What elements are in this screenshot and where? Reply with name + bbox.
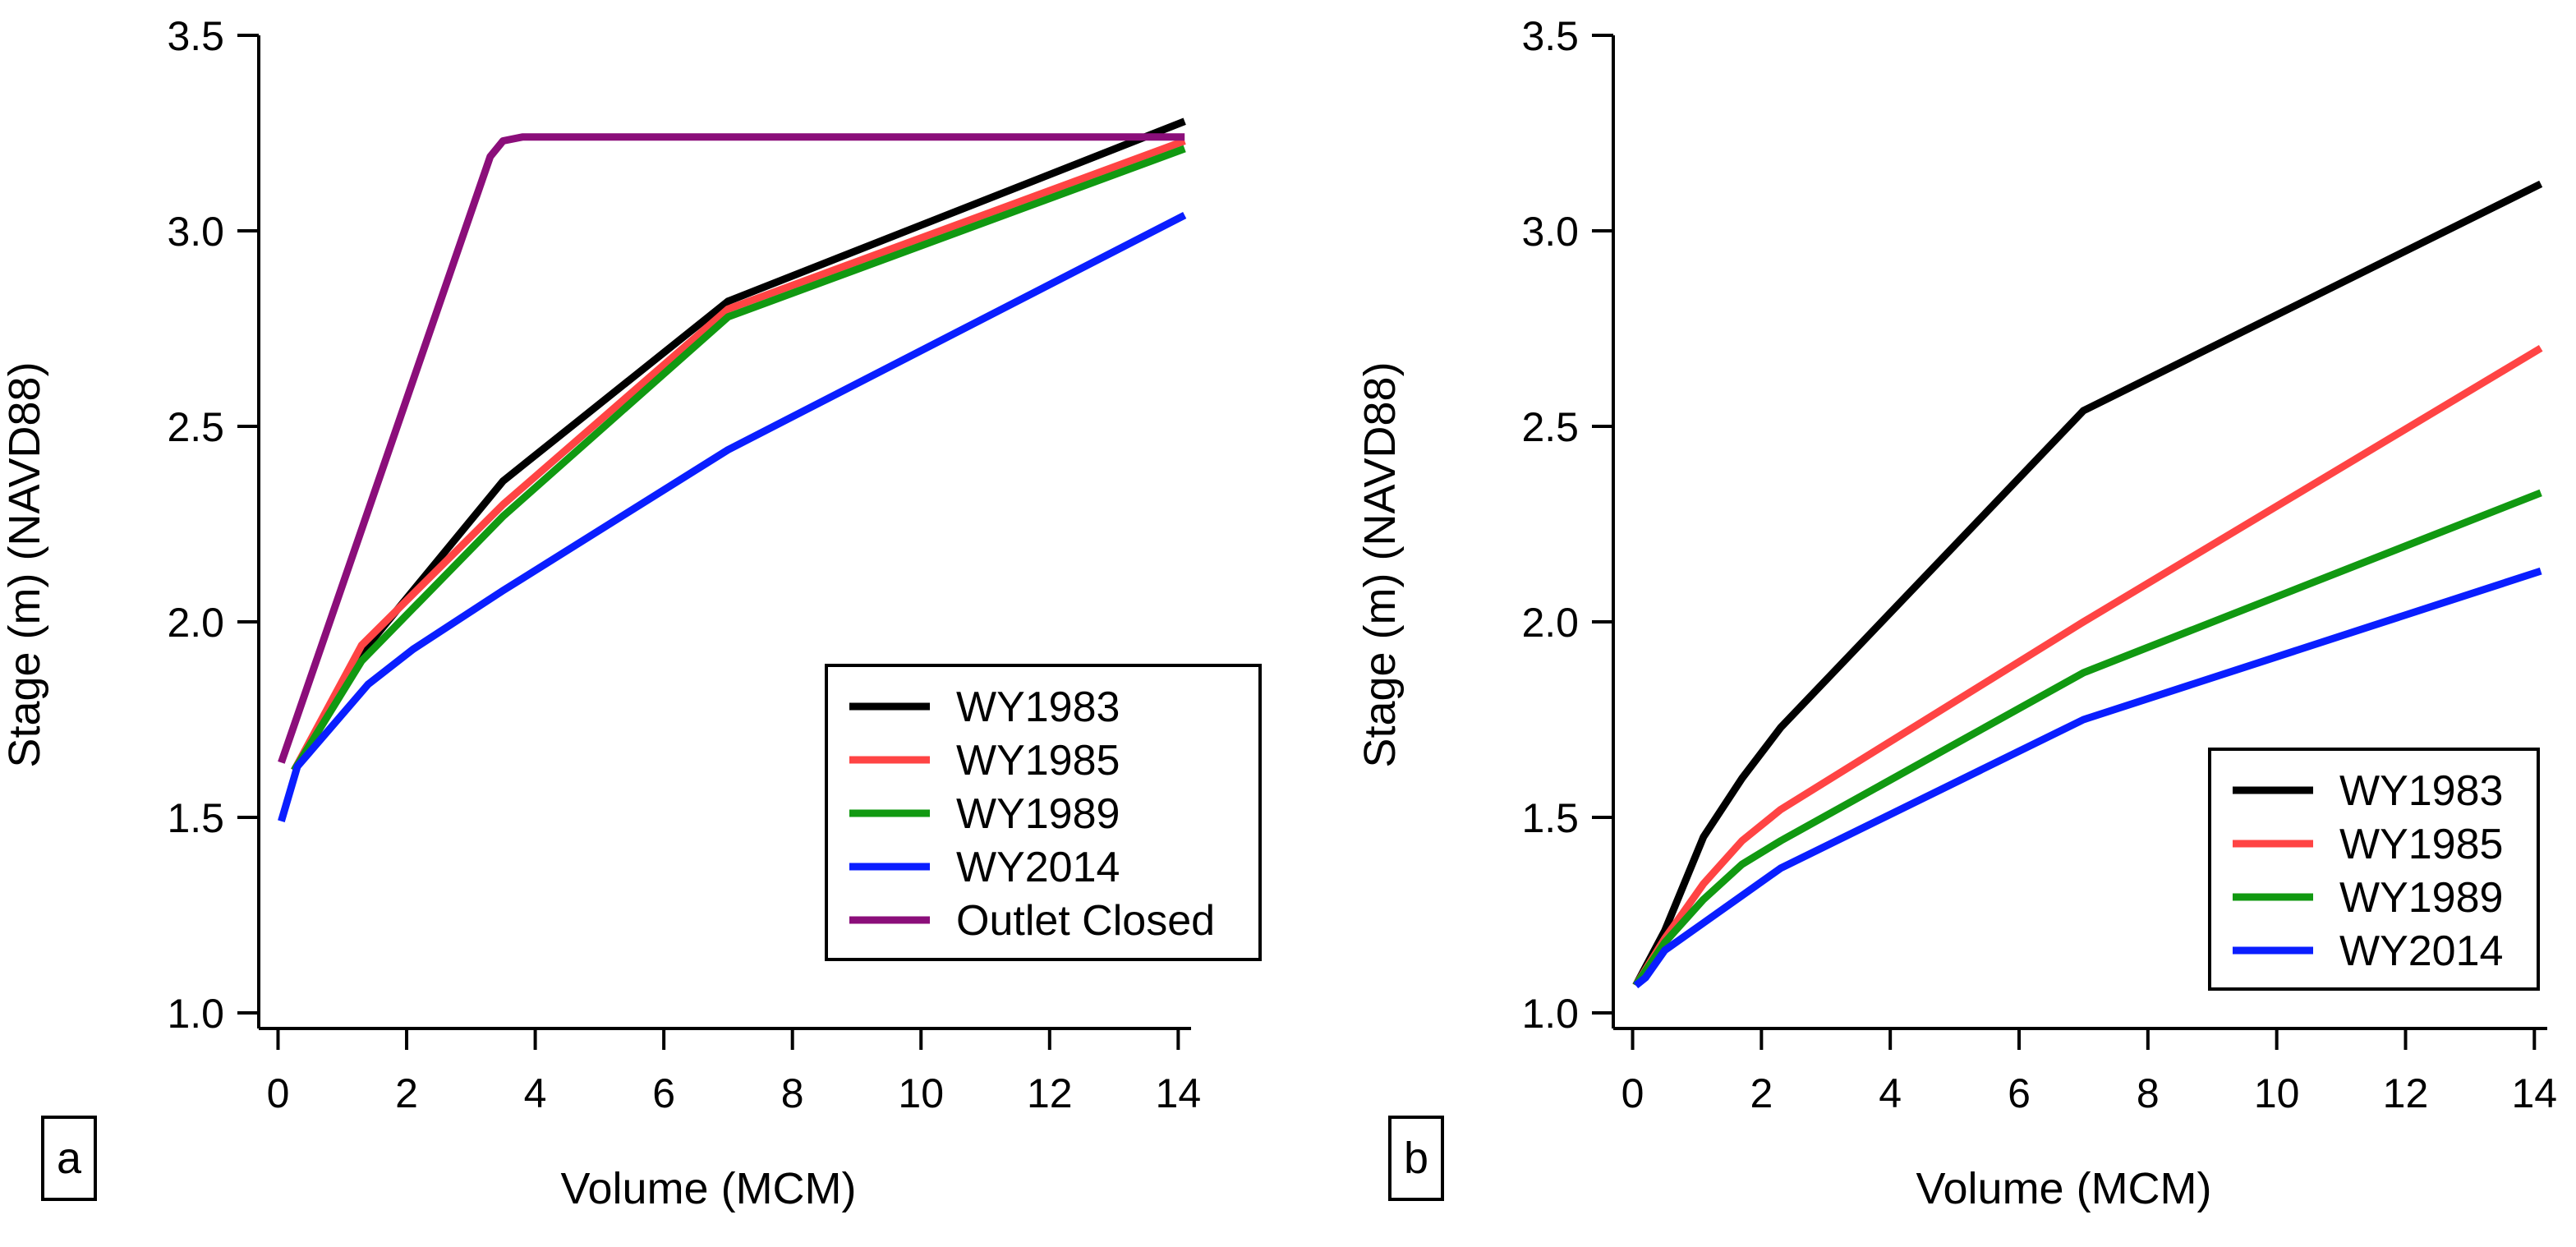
x-tick-label: 10 bbox=[2254, 1070, 2300, 1116]
x-axis-title: Volume (MCM) bbox=[1916, 1164, 2211, 1213]
panel-tag-label: a bbox=[57, 1134, 82, 1183]
y-tick-label: 1.0 bbox=[167, 991, 224, 1037]
series-line-wy2014 bbox=[278, 211, 1187, 822]
x-tick-label: 12 bbox=[1027, 1070, 1073, 1116]
x-tick-label: 0 bbox=[1622, 1070, 1644, 1116]
x-tick-label: 10 bbox=[898, 1070, 944, 1116]
x-tick-label: 4 bbox=[524, 1070, 547, 1116]
y-tick-label: 3.5 bbox=[167, 13, 224, 59]
y-tick-label: 3.5 bbox=[1521, 13, 1579, 59]
x-tick-label: 2 bbox=[395, 1070, 418, 1116]
y-tick-label: 1.0 bbox=[1521, 991, 1579, 1037]
x-tick-label: 4 bbox=[1879, 1070, 1902, 1116]
y-tick-label: 2.5 bbox=[1521, 404, 1579, 450]
x-tick-label: 2 bbox=[1750, 1070, 1773, 1116]
y-tick-label: 2.5 bbox=[167, 404, 224, 450]
series-line-wy2014 bbox=[1633, 567, 2542, 989]
panel-tag-box bbox=[41, 1116, 97, 1201]
legend-label: WY1989 bbox=[2339, 874, 2503, 922]
y-axis-title: Stage (m) (NAVD88) bbox=[1355, 361, 1405, 767]
panel-a: 1.0 1.5 2.0 2.5 3.0 3.5 0 2 4 6 8 10 12 14 Volume (MCM… bbox=[0, 13, 1262, 1213]
x-axis-title: Volume (MCM) bbox=[560, 1164, 856, 1213]
y-tick-label: 1.5 bbox=[1521, 795, 1579, 841]
x-tick-label: 8 bbox=[2137, 1070, 2160, 1116]
series-line-wy1989 bbox=[291, 145, 1186, 773]
x-tick-label: 0 bbox=[267, 1070, 290, 1116]
y-tick-label: 3.0 bbox=[1521, 209, 1579, 255]
panel-tag-box bbox=[1388, 1116, 1444, 1201]
legend-label: WY1983 bbox=[956, 683, 1120, 731]
panel-tag-label: b bbox=[1404, 1134, 1428, 1183]
series-line-outlet-closed bbox=[278, 133, 1185, 764]
legend-label: WY1985 bbox=[956, 737, 1120, 785]
x-tick-label: 6 bbox=[2008, 1070, 2031, 1116]
series-line-wy1985 bbox=[291, 137, 1186, 773]
x-tick-label: 14 bbox=[2512, 1070, 2558, 1116]
x-tick-label: 14 bbox=[1156, 1070, 1202, 1116]
y-tick-label: 3.0 bbox=[167, 209, 224, 255]
y-tick-label: 1.5 bbox=[167, 795, 224, 841]
series-line-wy1989 bbox=[1632, 489, 2542, 988]
panel-b: 1.0 1.5 2.0 2.5 3.0 3.5 0 2 4 6 8 10 12 14 Volume (MCM… bbox=[1355, 13, 2557, 1213]
legend-label: WY1985 bbox=[2339, 821, 2503, 868]
x-tick-label: 8 bbox=[781, 1070, 804, 1116]
y-axis-title: Stage (m) (NAVD88) bbox=[0, 361, 49, 767]
x-tick-label: 6 bbox=[652, 1070, 675, 1116]
legend-label: WY2014 bbox=[2339, 927, 2503, 975]
legend-label: WY2014 bbox=[956, 844, 1120, 891]
legend-label: WY1983 bbox=[2339, 767, 2503, 815]
legend-label: Outlet Closed bbox=[956, 897, 1215, 945]
series-line-wy1983 bbox=[1632, 180, 2543, 987]
y-tick-label: 2.0 bbox=[167, 600, 224, 646]
y-tick-label: 2.0 bbox=[1521, 600, 1579, 646]
x-tick-label: 12 bbox=[2383, 1070, 2429, 1116]
legend-label: WY1989 bbox=[956, 790, 1120, 838]
